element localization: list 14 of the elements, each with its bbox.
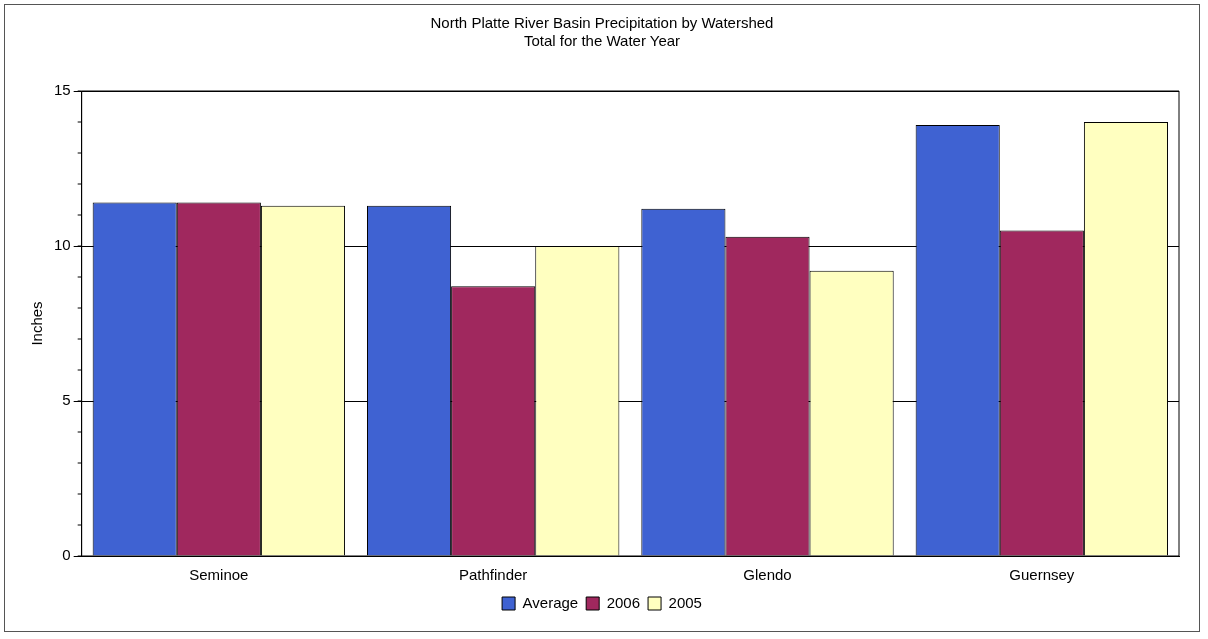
y-tick-label: 0 [62, 546, 71, 564]
x-tick-label: Pathfinder [458, 566, 528, 584]
y-tick-label: 5 [62, 391, 71, 409]
x-tick-label: Glendo [743, 566, 792, 584]
x-tick-label: Seminoe [189, 566, 249, 584]
legend-label: Average [522, 593, 579, 611]
y-axis-title: Inches [28, 301, 46, 346]
y-tick-label: 15 [54, 81, 71, 99]
legend-label: 2006 [606, 593, 641, 611]
text: North Platte River Basin Precipitation by Watershed [430, 14, 774, 32]
x-tick-label: Guernsey [1009, 566, 1075, 584]
legend-label: 2005 [668, 593, 702, 611]
y-tick-label: 10 [54, 236, 71, 254]
text: Total for the Water Year [523, 32, 681, 50]
